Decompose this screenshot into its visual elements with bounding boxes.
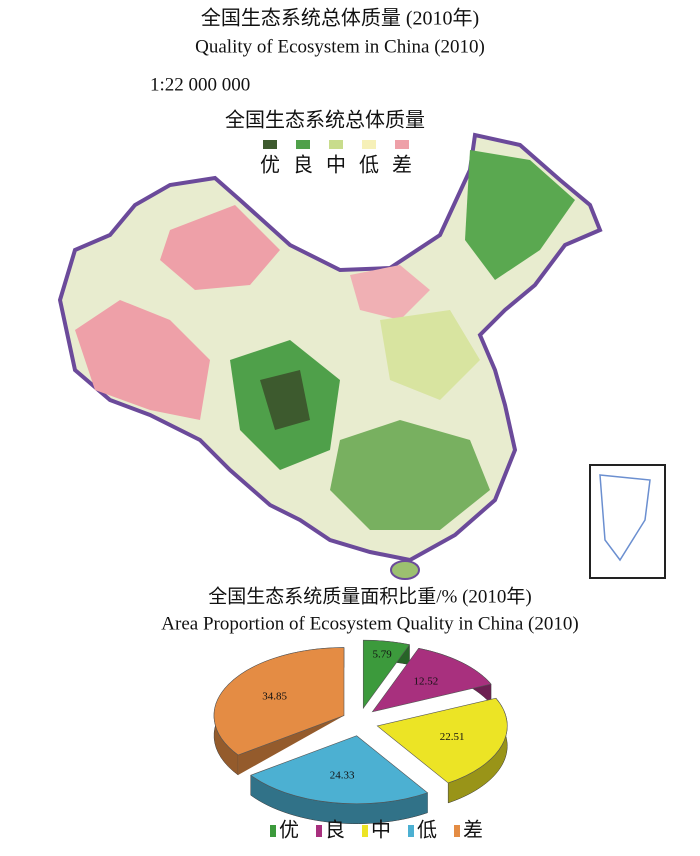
legend-swatch: [362, 140, 376, 149]
inset-outline: [599, 474, 651, 562]
legend-swatch: [316, 825, 322, 837]
legend: 优良中低差: [270, 819, 483, 842]
legend-swatch: [296, 140, 310, 149]
legend-label: 良: [293, 154, 313, 177]
chart-subtitle: Area Proportion of Ecosystem Quality in …: [161, 613, 578, 634]
chart-title: 全国生态系统质量面积比重/% (2010年): [208, 585, 532, 607]
legend-swatch: [270, 825, 276, 837]
legend-swatch: [408, 825, 414, 837]
data-label: 34.85: [262, 690, 287, 702]
pie-slice: [362, 639, 411, 710]
legend-swatch: [329, 140, 343, 149]
legend-label: 良: [325, 819, 345, 842]
pie-slice: [371, 647, 492, 713]
pie-side: [238, 715, 345, 776]
hainan: [390, 560, 420, 580]
data-label: 12.52: [414, 676, 439, 688]
legend-swatch: [454, 825, 460, 837]
region-poor: [350, 265, 430, 320]
region-poor: [160, 205, 280, 290]
map-title: 全国生态系统总体质量 (2010年): [201, 7, 479, 30]
pie-slice: [250, 735, 429, 805]
region-medium: [380, 310, 480, 400]
legend-swatch: [395, 140, 409, 149]
pie-slice: [213, 647, 345, 756]
map-subtitle: Quality of Ecosystem in China (2010): [195, 36, 485, 57]
map-scale: 1:22 000 000: [150, 74, 250, 95]
legend-label: 低: [417, 819, 437, 842]
legend-label: 低: [359, 154, 379, 177]
legend-label: 优: [260, 154, 280, 177]
region-excellent: [260, 370, 310, 430]
pie-slice: [376, 697, 508, 784]
data-label: 24.33: [330, 769, 355, 781]
legend-swatch: [263, 140, 277, 149]
map: [57, 132, 666, 580]
region-poor: [75, 300, 210, 420]
legend-label: 中: [326, 154, 346, 177]
legend-label: 中: [371, 819, 391, 842]
map-legend: 优良中低差: [260, 140, 412, 177]
region-good: [465, 150, 575, 280]
legend-label: 差: [463, 819, 483, 842]
pie-chart: 5.79 12.52 22.51 24.33 34.85: [213, 639, 508, 824]
data-label: 22.51: [440, 731, 465, 743]
region-good: [330, 420, 490, 530]
inset-map: [589, 464, 666, 579]
data-label: 5.79: [372, 648, 392, 660]
legend-label: 优: [279, 819, 299, 842]
legend-label: 差: [392, 154, 412, 177]
legend-swatch: [362, 825, 368, 837]
map-legend-title: 全国生态系统总体质量: [225, 109, 425, 132]
